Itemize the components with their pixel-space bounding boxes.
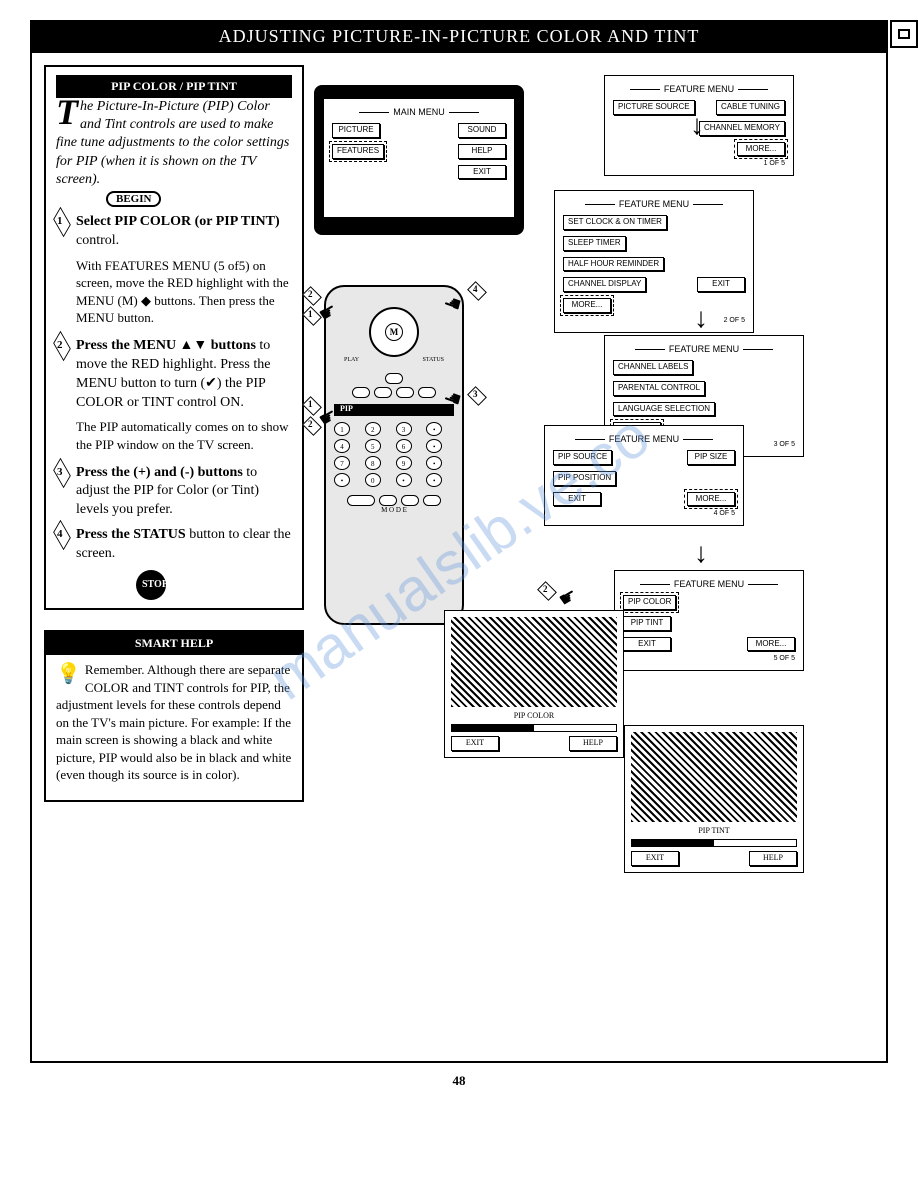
preview-illustration bbox=[451, 617, 617, 707]
arrow-down-icon: ↓ bbox=[694, 540, 708, 568]
hand-callout-2b: 2 bbox=[304, 290, 320, 302]
preview-illustration bbox=[631, 732, 797, 822]
hand-callout-4: 4 bbox=[469, 285, 485, 297]
remote-control: PLAYSTATUS PIP 123• 456• 789• •0•• M O D… bbox=[324, 285, 464, 625]
page-number: 48 bbox=[30, 1073, 888, 1089]
smart-help-box: SMART HELP 💡 Remember. Although there ar… bbox=[44, 630, 304, 802]
begin-badge: BEGIN bbox=[106, 191, 161, 207]
menu-btn-exit: EXIT bbox=[458, 165, 506, 180]
step-2: 2 Press the MENU ▲▼ buttons to move the … bbox=[56, 337, 292, 413]
step-2-body: The PIP automatically comes on to show t… bbox=[76, 418, 292, 453]
dropcap: T bbox=[56, 98, 80, 127]
step-3: 3 Press the (+) and (-) buttons to adjus… bbox=[56, 464, 292, 521]
pip-tint-preview: PIP TINT EXIT HELP bbox=[624, 725, 804, 873]
main-menu-title: MAIN MENU bbox=[332, 107, 506, 117]
smart-help-body: 💡 Remember. Although there are separate … bbox=[46, 655, 302, 790]
main-menu-screen: MAIN MENU PICTURE SOUND FEATURES HELP EX… bbox=[314, 85, 524, 235]
menu-btn-features: FEATURES bbox=[332, 144, 384, 159]
intro-box: PIP COLOR / PIP TINT The Picture-In-Pict… bbox=[44, 65, 304, 610]
slider bbox=[451, 724, 617, 732]
section-header: PIP COLOR / PIP TINT bbox=[56, 75, 292, 98]
pip-icon bbox=[890, 20, 918, 48]
menu-btn-sound: SOUND bbox=[458, 123, 506, 138]
arrow-down-icon: ↓ bbox=[690, 111, 704, 139]
arrow-down-icon: ↓ bbox=[694, 305, 708, 333]
menu-btn-help: HELP bbox=[458, 144, 506, 159]
hand-icon: ☛ bbox=[554, 582, 582, 613]
feature-menu-4: FEATURE MENU PIP SOURCE PIP SIZE PIP POS… bbox=[544, 425, 744, 526]
pip-bar: PIP bbox=[334, 404, 454, 416]
remote-keypad: 123• 456• 789• •0•• bbox=[334, 422, 454, 487]
feature-menu-2: FEATURE MENU SET CLOCK & ON TIMER SLEEP … bbox=[554, 190, 754, 333]
hand-callout-2c: 2 bbox=[304, 420, 320, 432]
step-4: 4 Press the STATUS button to clear the s… bbox=[56, 526, 292, 564]
page-title-bar: ADJUSTING PICTURE-IN-PICTURE COLOR AND T… bbox=[30, 20, 888, 53]
hand-callout-2: 2 bbox=[539, 585, 555, 597]
feature-menu-5: FEATURE MENU PIP COLOR PIP TINT EXIT MOR… bbox=[614, 570, 804, 671]
hand-callout-3: 3 bbox=[469, 390, 485, 402]
step-1-body: With FEATURES MENU (5 of5) on screen, mo… bbox=[76, 257, 292, 327]
bulb-icon: 💡 bbox=[56, 661, 81, 688]
intro-text: The Picture-In-Picture (PIP) Color and T… bbox=[56, 98, 292, 189]
stop-badge: STOP bbox=[136, 570, 166, 600]
pip-color-preview: PIP COLOR EXIT HELP bbox=[444, 610, 624, 758]
feature-menu-1: FEATURE MENU PICTURE SOURCE CABLE TUNING… bbox=[604, 75, 794, 176]
menu-btn-picture: PICTURE bbox=[332, 123, 380, 138]
remote-menu-dial bbox=[369, 307, 419, 357]
slider bbox=[631, 839, 797, 847]
page-title: ADJUSTING PICTURE-IN-PICTURE COLOR AND T… bbox=[219, 26, 700, 46]
step-1: 1 Select PIP COLOR (or PIP TINT) control… bbox=[56, 213, 292, 251]
smart-help-header: SMART HELP bbox=[46, 632, 302, 655]
